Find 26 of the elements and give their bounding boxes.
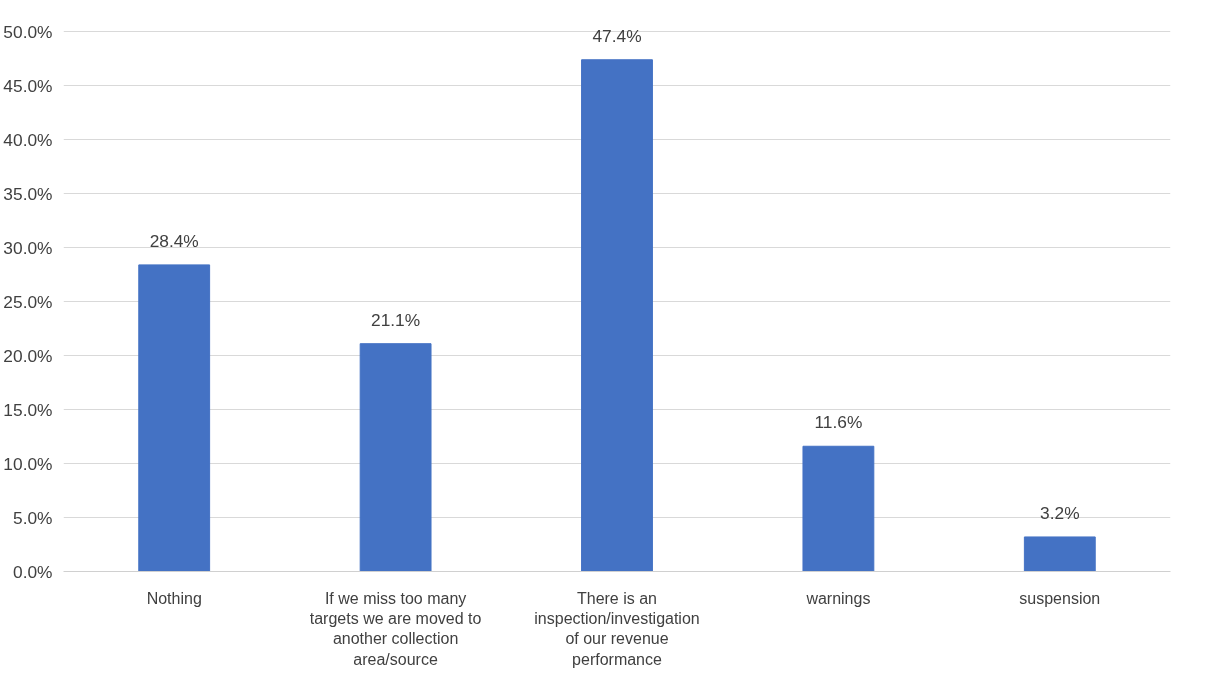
y-tick-label: 45.0% [3, 75, 53, 96]
bar [802, 445, 875, 572]
data-label: 11.6% [814, 412, 863, 433]
y-tick-label: 0.0% [13, 561, 53, 582]
x-tick-label: suspension [1019, 589, 1101, 607]
data-label: 21.1% [371, 309, 421, 330]
x-tick-label: warnings [805, 589, 871, 607]
bar [1023, 536, 1096, 572]
y-tick-label: 50.0% [3, 21, 53, 42]
bar [359, 343, 432, 572]
bar [138, 264, 211, 572]
y-tick-label: 35.0% [3, 183, 53, 204]
x-tick-label: There is an inspection/investigation of our revenue performance [534, 589, 700, 668]
x-tick-label: If we miss too many targets we are moved to another collection area/source [309, 589, 482, 668]
data-label: 28.4% [149, 230, 199, 251]
data-label: 3.2% [1040, 502, 1080, 523]
x-tick-label: Nothing [146, 589, 202, 607]
y-tick-label: 10.0% [3, 453, 53, 474]
bar [581, 59, 653, 572]
y-tick-label: 20.0% [3, 345, 53, 366]
y-tick-label: 40.0% [3, 129, 53, 150]
y-tick-label: 25.0% [3, 291, 53, 312]
y-tick-label: 5.0% [13, 507, 53, 528]
y-tick-label: 15.0% [3, 399, 53, 420]
y-tick-label: 30.0% [3, 237, 53, 258]
data-label: 47.4% [592, 25, 642, 46]
